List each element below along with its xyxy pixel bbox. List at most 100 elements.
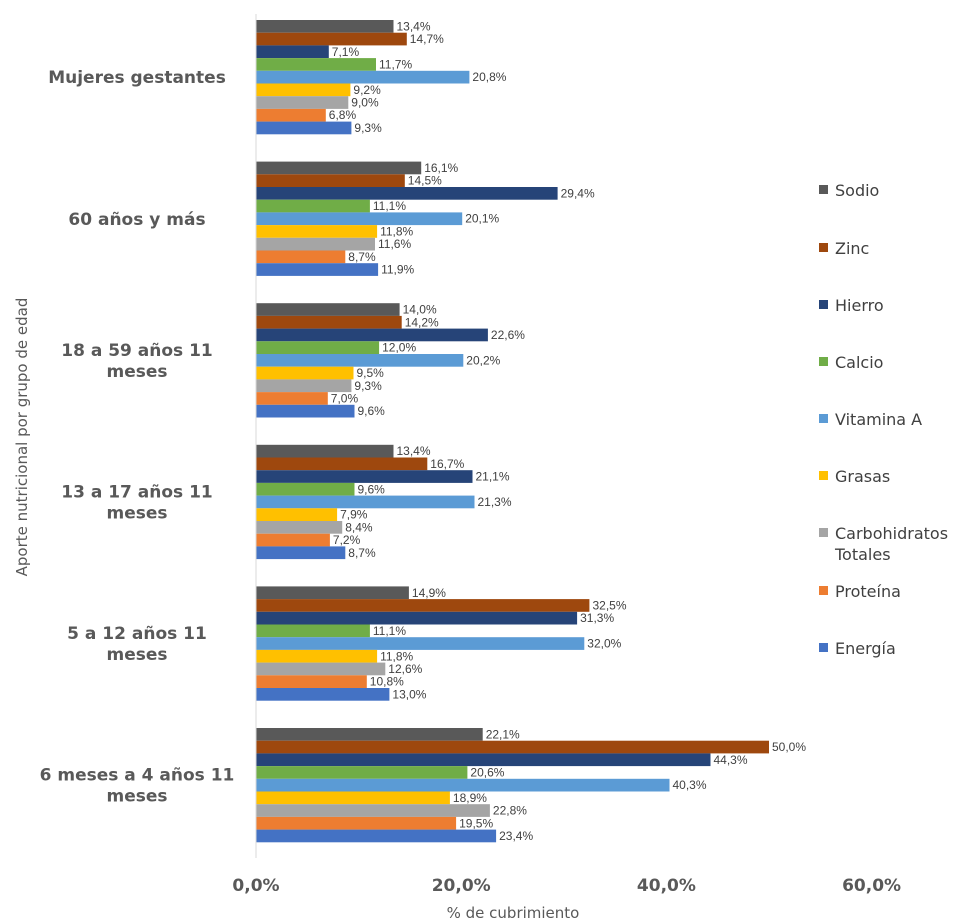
legend-label-proteina: Proteína — [835, 582, 901, 601]
bar-sodio — [256, 20, 394, 33]
legend-label-zinc: Zinc — [835, 239, 869, 258]
bar-proteina — [256, 392, 328, 405]
data-label: 11,7% — [379, 57, 412, 71]
data-label: 10,8% — [370, 675, 404, 689]
data-label: 11,8% — [380, 224, 413, 238]
data-label: 21,1% — [476, 470, 510, 484]
bar-proteina — [256, 816, 457, 830]
value-labels-group: 13,4%14,7%7,1%11,7%20,8%9,2%9,0%6,8%9,3%… — [329, 19, 807, 843]
data-label: 7,0% — [331, 391, 359, 405]
data-label: 9,6% — [358, 404, 386, 418]
legend-swatch-zinc — [819, 243, 828, 252]
bar-energia — [256, 263, 379, 276]
data-label: 13,4% — [397, 444, 431, 458]
legend-swatch-carbohidratos-totales — [819, 528, 828, 537]
data-label: 32,5% — [593, 599, 627, 613]
data-label: 9,5% — [357, 366, 385, 380]
data-label: 7,1% — [332, 45, 360, 59]
bar-sodio — [256, 586, 409, 600]
data-label: 20,8% — [472, 70, 506, 84]
bar-grasas — [256, 649, 378, 663]
data-label: 11,6% — [378, 237, 411, 251]
legend: Sodio Zinc Hierro Calcio Vitamina A Grasas Car… — [819, 181, 948, 658]
bar-energia — [256, 829, 497, 843]
data-label: 21,3% — [478, 495, 512, 509]
data-label: 14,9% — [412, 586, 446, 600]
legend-swatch-vitamina-a — [819, 414, 828, 423]
legend-label-sodio: Sodio — [835, 181, 879, 200]
data-label: 18,9% — [453, 791, 487, 805]
category-label: 60 años y más — [68, 210, 205, 230]
data-label: 9,3% — [354, 121, 382, 135]
x-tick-label: 20,0% — [432, 876, 491, 896]
data-label: 20,2% — [466, 353, 500, 367]
x-tick-label: 0,0% — [232, 876, 279, 896]
bar-sodio — [256, 728, 483, 741]
data-label: 7,9% — [340, 508, 368, 522]
data-label: 14,5% — [408, 174, 442, 188]
bar-vitamina-a — [256, 212, 463, 226]
data-label: 11,8% — [380, 649, 413, 663]
data-label: 32,0% — [587, 637, 621, 651]
data-label: 13,4% — [397, 19, 431, 33]
bar-energia — [256, 688, 390, 701]
bar-carbohidratos-totales — [256, 521, 343, 534]
bar-sodio — [256, 161, 422, 175]
data-label: 44,3% — [714, 753, 748, 767]
bar-carbohidratos-totales — [256, 379, 352, 393]
data-label: 22,1% — [486, 727, 520, 741]
data-label: 9,2% — [353, 83, 381, 97]
data-label: 6,8% — [329, 108, 357, 122]
data-label: 29,4% — [561, 186, 595, 200]
legend-swatch-sodio — [819, 185, 828, 194]
bar-energia — [256, 546, 346, 560]
bar-vitamina-a — [256, 495, 475, 509]
data-label: 22,6% — [491, 328, 525, 342]
bar-grasas — [256, 366, 354, 380]
y-axis-title: Aporte nutricional por grupo de edad — [13, 298, 31, 577]
data-label: 12,6% — [388, 662, 422, 676]
bar-grasas — [256, 791, 450, 805]
data-label: 9,3% — [354, 379, 382, 393]
x-tick-label: 60,0% — [842, 876, 901, 896]
data-label: 23,4% — [499, 829, 533, 843]
data-label: 9,6% — [358, 482, 386, 496]
bar-vitamina-a — [256, 637, 585, 650]
data-label: 13,0% — [392, 687, 426, 701]
bar-vitamina-a — [256, 70, 470, 84]
legend-label-grasas: Grasas — [835, 467, 890, 486]
bar-grasas — [256, 225, 378, 238]
data-label: 16,1% — [424, 161, 458, 175]
bar-hierro — [256, 328, 488, 342]
category-label: 5 a 12 años 11 meses — [67, 624, 207, 665]
data-label: 11,1% — [373, 199, 406, 213]
data-label: 19,5% — [459, 816, 493, 830]
data-label: 12,0% — [382, 341, 416, 355]
bar-hierro — [256, 45, 329, 59]
data-label: 11,9% — [381, 263, 414, 277]
legend-swatch-energia — [819, 643, 828, 652]
bar-proteina — [256, 108, 326, 122]
legend-label-hierro: Hierro — [835, 296, 884, 315]
bar-hierro — [256, 470, 473, 483]
data-label: 40,3% — [673, 778, 707, 792]
data-label: 7,2% — [333, 533, 361, 547]
category-label: 6 meses a 4 años 11 meses — [40, 766, 235, 807]
bar-grasas — [256, 83, 351, 97]
category-label: 13 a 17 años 11 meses — [61, 482, 213, 523]
bar-zinc — [256, 740, 769, 754]
bar-zinc — [256, 32, 407, 46]
bar-proteina — [256, 675, 367, 688]
bar-proteina — [256, 533, 330, 547]
bar-calcio — [256, 482, 355, 496]
bar-hierro — [256, 611, 578, 625]
data-label: 11,1% — [373, 624, 406, 638]
bar-carbohidratos-totales — [256, 662, 386, 676]
bar-calcio — [256, 341, 380, 354]
bar-grasas — [256, 508, 338, 521]
bar-zinc — [256, 315, 402, 329]
data-label: 20,6% — [470, 766, 504, 780]
bar-proteina — [256, 250, 346, 264]
data-label: 20,1% — [465, 212, 499, 226]
